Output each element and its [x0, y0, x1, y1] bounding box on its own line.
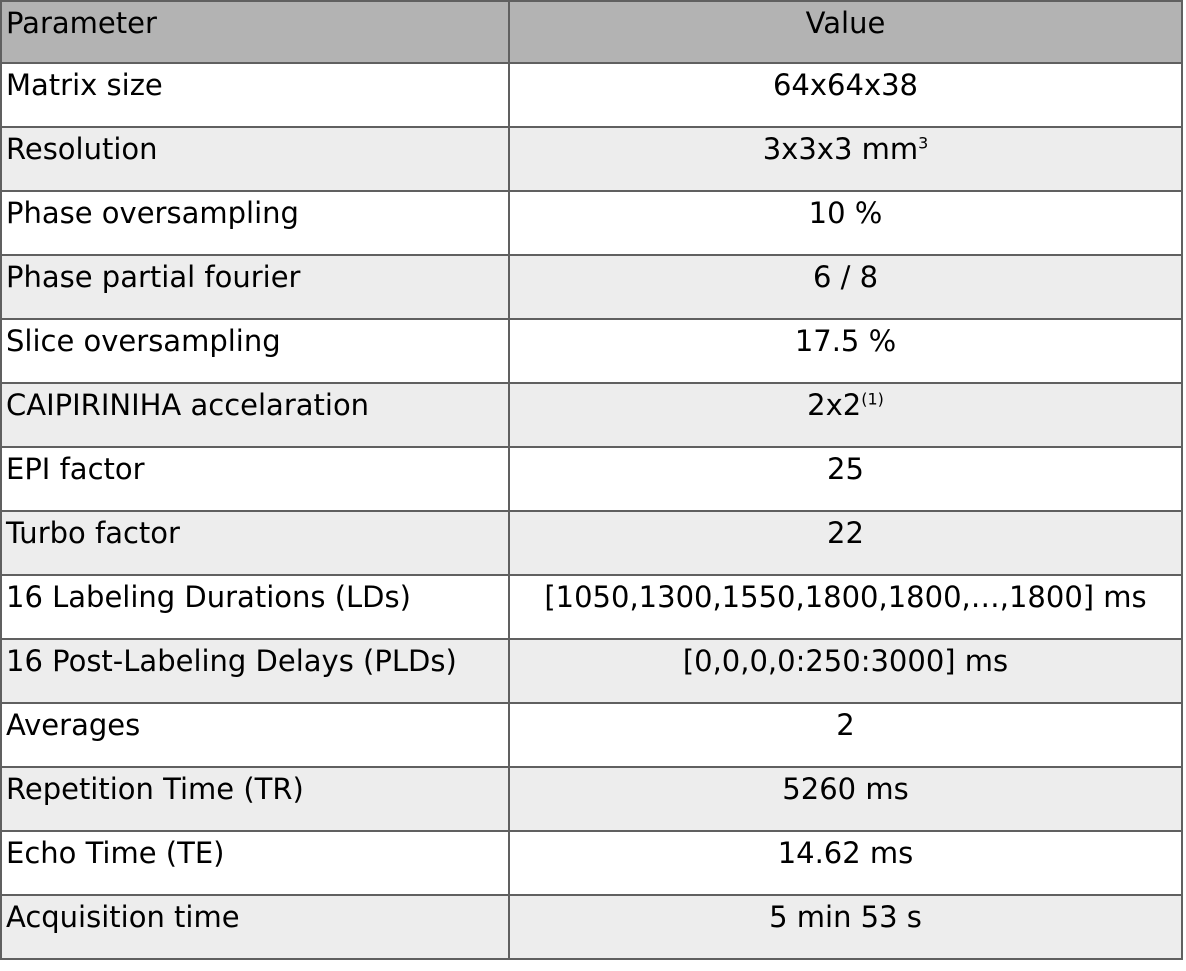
- value-text: 3x3x3 mm: [762, 132, 919, 166]
- table-row: Repetition Time (TR) 5260 ms: [0, 766, 1183, 832]
- parameter-cell: Echo Time (TE): [0, 830, 510, 896]
- header-row: Parameter Value: [0, 0, 1183, 64]
- value-superscript: (1): [861, 389, 884, 409]
- table-row: Resolution 3x3x3 mm3: [0, 126, 1183, 192]
- parameter-cell: Phase oversampling: [0, 190, 510, 256]
- value-cell: 2: [508, 702, 1183, 768]
- parameter-cell: Turbo factor: [0, 510, 510, 576]
- value-text: 14.62 ms: [777, 836, 914, 870]
- table-row: Slice oversampling 17.5 %: [0, 318, 1183, 384]
- parameter-cell: Acquisition time: [0, 894, 510, 960]
- table-row: Phase oversampling 10 %: [0, 190, 1183, 256]
- value-text: 2x2: [807, 388, 862, 422]
- value-cell: 10 %: [508, 190, 1183, 256]
- table-row: EPI factor 25: [0, 446, 1183, 512]
- parameter-cell: EPI factor: [0, 446, 510, 512]
- parameter-cell: Resolution: [0, 126, 510, 192]
- value-cell: [0,0,0,0:250:3000] ms: [508, 638, 1183, 704]
- value-text: 10 %: [808, 196, 883, 230]
- table-row: CAIPIRINIHA accelaration 2x2(1): [0, 382, 1183, 448]
- value-superscript: 3: [918, 133, 929, 153]
- value-text: 5260 ms: [782, 772, 909, 806]
- table-row: Phase partial fourier 6 / 8: [0, 254, 1183, 320]
- value-cell: 5 min 53 s: [508, 894, 1183, 960]
- value-cell: [1050,1300,1550,1800,1800,…,1800] ms: [508, 574, 1183, 640]
- value-cell: 22: [508, 510, 1183, 576]
- table-row: 16 Post-Labeling Delays (PLDs) [0,0,0,0:2…: [0, 638, 1183, 704]
- parameter-cell: Phase partial fourier: [0, 254, 510, 320]
- value-cell: 6 / 8: [508, 254, 1183, 320]
- table-row: Acquisition time 5 min 53 s: [0, 894, 1183, 960]
- value-text: 6 / 8: [812, 260, 879, 294]
- parameter-cell: 16 Post-Labeling Delays (PLDs): [0, 638, 510, 704]
- table-row: Echo Time (TE) 14.62 ms: [0, 830, 1183, 896]
- parameter-cell: CAIPIRINIHA accelaration: [0, 382, 510, 448]
- value-cell: 5260 ms: [508, 766, 1183, 832]
- value-text: 22: [827, 516, 864, 550]
- value-column-header: Value: [508, 0, 1183, 64]
- parameter-cell: Repetition Time (TR): [0, 766, 510, 832]
- value-cell: 17.5 %: [508, 318, 1183, 384]
- value-cell: 64x64x38: [508, 62, 1183, 128]
- parameter-column-header: Parameter: [0, 0, 510, 64]
- value-cell: 14.62 ms: [508, 830, 1183, 896]
- value-text: 25: [827, 452, 864, 486]
- value-text: 64x64x38: [772, 68, 919, 102]
- value-text: 17.5 %: [794, 324, 897, 358]
- table-row: 16 Labeling Durations (LDs) [1050,1300,15…: [0, 574, 1183, 640]
- value-text: [0,0,0,0:250:3000] ms: [682, 644, 1009, 678]
- value-text: 2: [836, 708, 855, 742]
- value-text: 5 min 53 s: [769, 900, 922, 934]
- parameter-cell: 16 Labeling Durations (LDs): [0, 574, 510, 640]
- table-row: Matrix size 64x64x38: [0, 62, 1183, 128]
- parameter-cell: Averages: [0, 702, 510, 768]
- parameter-cell: Slice oversampling: [0, 318, 510, 384]
- table-row: Turbo factor 22: [0, 510, 1183, 576]
- table-body: Matrix size 64x64x38 Resolution 3x3x3 mm3 Ph…: [0, 62, 1183, 960]
- parameter-cell: Matrix size: [0, 62, 510, 128]
- value-cell: 3x3x3 mm3: [508, 126, 1183, 192]
- value-cell: 25: [508, 446, 1183, 512]
- table-row: Averages 2: [0, 702, 1183, 768]
- value-text: [1050,1300,1550,1800,1800,…,1800] ms: [544, 580, 1147, 614]
- value-cell: 2x2(1): [508, 382, 1183, 448]
